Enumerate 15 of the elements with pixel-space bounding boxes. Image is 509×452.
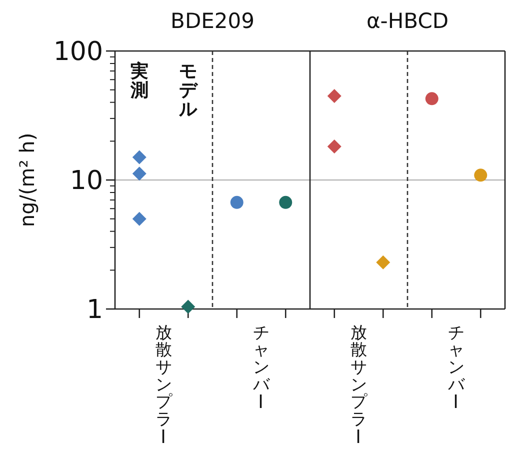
chart-title: BDE209 [170,9,254,33]
y-tick-label: 1 [86,295,103,325]
y-axis-title: ng/(m² h) [15,132,39,228]
chart-title: α-HBCD [366,9,449,33]
x-tick-label: 放散サンプラー [348,322,368,445]
point [132,166,146,181]
x-tick-label: 放散サンプラー [153,322,174,445]
annotation: モデル [178,61,200,120]
point [132,212,146,226]
y-tick-label: 10 [70,166,103,196]
annotation: 実測 [129,61,148,102]
point [132,150,146,164]
x-tick-label: チャンバー [446,322,466,410]
x-tick-label: チャンバー [250,322,271,410]
y-tick-label: 100 [53,37,103,67]
